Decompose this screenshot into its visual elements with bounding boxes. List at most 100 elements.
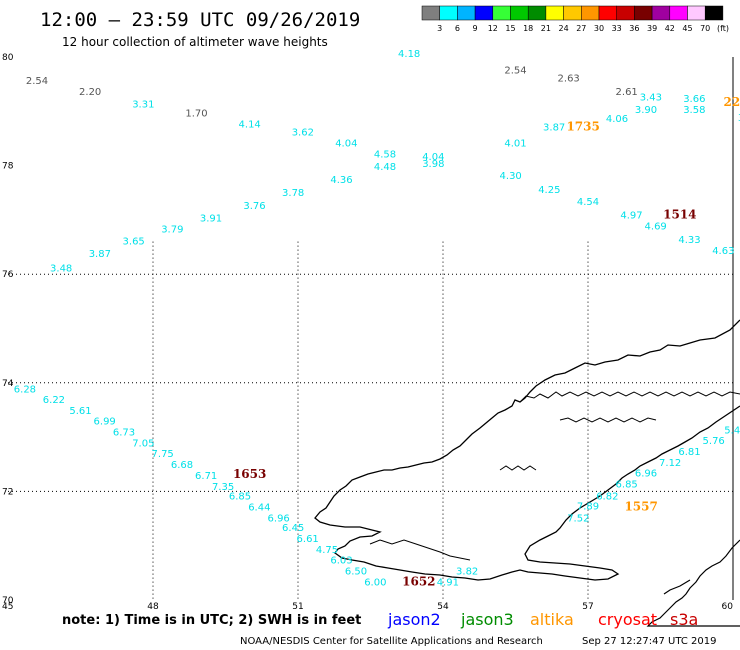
swh-value-cyan: 4.18 bbox=[398, 49, 420, 60]
lon-tick-label: 57 bbox=[582, 602, 593, 612]
swh-value-cyan: 6.68 bbox=[171, 460, 193, 471]
swh-value-cyan: 6.45 bbox=[282, 523, 304, 534]
colorbar-swatch bbox=[651, 5, 671, 21]
swh-value-gray: 2.54 bbox=[26, 76, 48, 87]
coastline-fjords bbox=[369, 391, 740, 561]
pass-time-label: 1514 bbox=[663, 207, 696, 221]
colorbar-swatch bbox=[581, 5, 600, 21]
swh-value-cyan: 4.63 bbox=[712, 246, 734, 257]
swh-value-cyan: 6.73 bbox=[113, 427, 135, 438]
swh-value-cyan: 5.76 bbox=[703, 436, 725, 447]
satellite-cryosat-label: cryosat bbox=[598, 610, 657, 629]
lat-tick-label: 80 bbox=[2, 53, 14, 63]
swh-value-gray: 2.20 bbox=[79, 87, 101, 98]
map-subtitle: 12 hour collection of altimeter wave hei… bbox=[62, 35, 328, 49]
swh-value-cyan: 3.66 bbox=[683, 94, 705, 105]
colorbar-swatch bbox=[634, 5, 653, 21]
coastline-novaya-zemlya bbox=[314, 319, 740, 581]
satellite-altika-label: altika bbox=[530, 610, 574, 629]
colorbar-tick-label: 21 bbox=[541, 24, 551, 33]
swh-value-cyan: 6.71 bbox=[195, 471, 217, 482]
observations-gray-series: 2.54 2.20 1.70 2.54 2.63 2.61 bbox=[26, 65, 638, 119]
swh-value-cyan: 6.96 bbox=[635, 469, 657, 480]
coastline-kara-sea bbox=[646, 539, 740, 627]
swh-value-cyan: 4.04 bbox=[335, 139, 357, 150]
swh-value-cyan: 6.85 bbox=[616, 480, 638, 491]
colorbar-tick-label: 6 bbox=[455, 24, 460, 33]
swh-value-cyan: 6.22 bbox=[43, 395, 65, 406]
colorbar-swatch bbox=[687, 5, 706, 21]
colorbar-swatch bbox=[474, 5, 494, 21]
colorbar-swatch bbox=[510, 5, 529, 21]
swh-value-cyan: 6.00 bbox=[364, 577, 386, 588]
swh-value-cyan: 3.82 bbox=[456, 566, 478, 577]
colorbar-swatch bbox=[439, 5, 458, 21]
swh-value-cyan: 7.12 bbox=[659, 458, 681, 469]
colorbar-tick-label: 24 bbox=[559, 24, 569, 33]
colorbar-tick-label: 9 bbox=[473, 24, 478, 33]
map-plot-area: 2.542.201.702.542.632.61 4.183.314.143.6… bbox=[2, 49, 740, 627]
colorbar-tick-label: 27 bbox=[576, 24, 586, 33]
pass-time-label: 1652 bbox=[402, 574, 435, 588]
pass-time-label: 1735 bbox=[566, 119, 599, 133]
swh-value-cyan: 3.48 bbox=[50, 263, 72, 274]
swh-value-cyan: 4.33 bbox=[678, 235, 700, 246]
swh-value-cyan: 4.54 bbox=[577, 197, 599, 208]
lat-tick-label: 72 bbox=[2, 487, 13, 497]
map-title: 12:00 — 23:59 UTC 09/26/2019 bbox=[40, 9, 360, 31]
swh-value-cyan: 3.98 bbox=[422, 159, 444, 170]
colorbar-legend: 3 6 9 12 15 18 21 24 27 30 33 36 39 42 45 70 (ft) bbox=[421, 5, 729, 33]
lat-tick-label: 76 bbox=[2, 270, 14, 280]
swh-value-cyan: 7.89 bbox=[577, 501, 599, 512]
swh-value-cyan: 3.87 bbox=[543, 122, 565, 133]
swh-value-cyan: 3. bbox=[738, 113, 740, 124]
swh-value-cyan: 7.75 bbox=[152, 449, 174, 460]
swh-value-gray: 2.54 bbox=[504, 65, 526, 76]
colorbar-swatch bbox=[527, 5, 547, 21]
swh-value-cyan: 3.87 bbox=[89, 249, 111, 260]
swh-value-cyan: 5.61 bbox=[69, 406, 91, 417]
lat-tick-label: 78 bbox=[2, 162, 14, 172]
swh-value-cyan: 6.44 bbox=[248, 502, 270, 513]
swh-value-cyan: 6.81 bbox=[678, 447, 700, 458]
swh-value-cyan: 3.79 bbox=[161, 224, 183, 235]
swh-value-cyan: 3.31 bbox=[132, 99, 154, 110]
swh-value-cyan: 4.01 bbox=[504, 139, 526, 150]
observations-cyan-series: 4.183.314.143.624.044.584.484.043.984.36… bbox=[14, 49, 740, 588]
colorbar-tick-label: 45 bbox=[682, 24, 692, 33]
pass-time-label: 2233 bbox=[724, 95, 740, 109]
pass-time-label: 1653 bbox=[233, 467, 266, 481]
lon-tick-label: 48 bbox=[147, 602, 159, 612]
colorbar-tick-label: 12 bbox=[488, 24, 498, 33]
lon-tick-label: 51 bbox=[292, 602, 303, 612]
colorbar-unit-label: (ft) bbox=[717, 24, 729, 33]
swh-value-cyan: 7.05 bbox=[132, 438, 154, 449]
swh-value-cyan: 6.61 bbox=[297, 534, 319, 545]
swh-value-cyan: 4.14 bbox=[239, 120, 261, 131]
swh-value-cyan: 3.76 bbox=[243, 201, 265, 212]
units-note: note: 1) Time is in UTC; 2) SWH is in fe… bbox=[62, 613, 361, 628]
swh-value-cyan: 3.43 bbox=[640, 92, 662, 103]
colorbar-tick-label: 33 bbox=[612, 24, 622, 33]
lat-lon-grid bbox=[8, 57, 734, 600]
swh-value-cyan: 4.69 bbox=[645, 222, 667, 233]
colorbar-tick-label: 3 bbox=[437, 24, 442, 33]
colorbar-swatch bbox=[704, 5, 724, 21]
swh-value-cyan: 6.28 bbox=[14, 385, 36, 396]
swh-value-cyan: 3.90 bbox=[635, 105, 657, 116]
colorbar-tick-label: 15 bbox=[505, 24, 515, 33]
swh-value-cyan: 6.99 bbox=[94, 417, 116, 428]
swh-value-cyan: 3.91 bbox=[200, 214, 222, 225]
colorbar-tick-label: 36 bbox=[629, 24, 639, 33]
swh-value-cyan: 3.65 bbox=[123, 236, 145, 247]
colorbar-swatch bbox=[598, 5, 617, 21]
colorbar-tick-label: 18 bbox=[523, 24, 533, 33]
colorbar-swatch bbox=[669, 5, 688, 21]
swh-value-cyan: 3.78 bbox=[282, 188, 304, 199]
swh-value-cyan: 4.25 bbox=[538, 185, 560, 196]
colorbar-tick-label: 39 bbox=[647, 24, 657, 33]
swh-value-cyan: 7.52 bbox=[567, 513, 589, 524]
swh-value-cyan: 6.96 bbox=[268, 513, 290, 524]
pass-time-label: 1557 bbox=[624, 499, 657, 513]
swh-value-cyan: 5.48 bbox=[724, 425, 740, 436]
